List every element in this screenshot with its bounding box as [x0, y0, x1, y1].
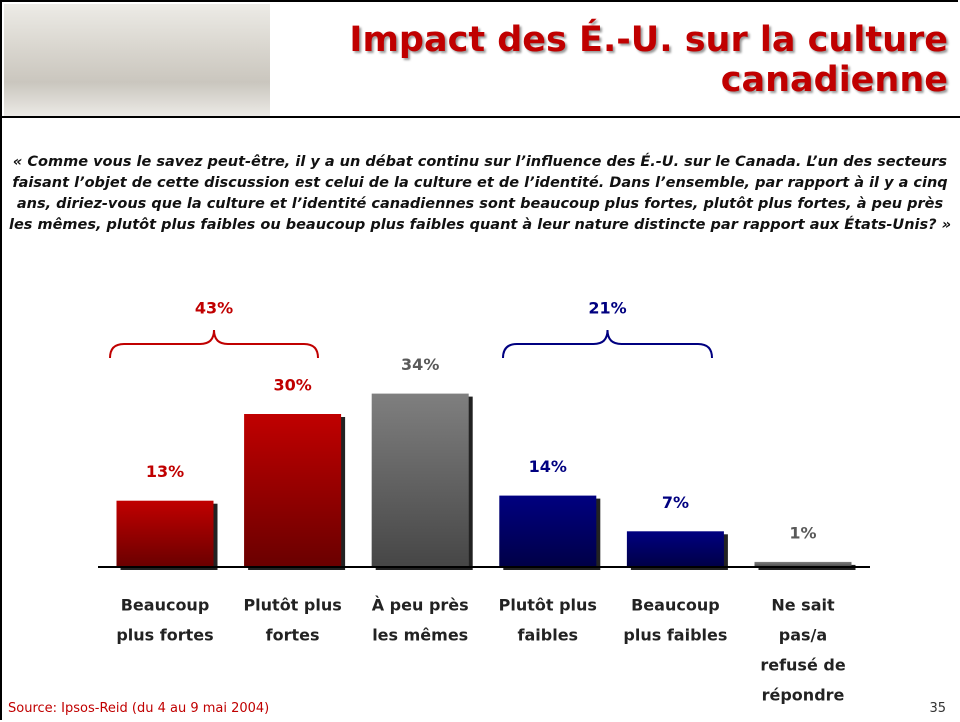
bar-shade	[244, 414, 341, 567]
bar-shade	[117, 501, 214, 567]
value-label: 14%	[529, 457, 567, 476]
category-label: refusé de	[760, 656, 845, 675]
group-label: 21%	[588, 299, 626, 318]
value-label: 13%	[146, 462, 184, 481]
bar-shade	[372, 394, 469, 567]
category-label: pas/a	[779, 626, 827, 645]
slide: {"header": {"title": "Impact des É.-U. s…	[0, 0, 960, 722]
category-label: faibles	[518, 626, 579, 645]
category-label: Beaucoup	[121, 596, 210, 615]
chart: 13% 30% 34% 14% 7% 1% Beaucoup plus fortes Plutô…	[0, 0, 960, 722]
group-brace	[503, 330, 712, 358]
category-label: Plutôt plus	[243, 596, 341, 615]
category-label: fortes	[266, 626, 320, 645]
group-brace	[110, 330, 318, 358]
bar-shade	[627, 531, 724, 567]
category-label: répondre	[762, 686, 845, 705]
value-label: 34%	[401, 355, 439, 374]
category-label: Ne sait	[771, 596, 835, 615]
category-label: plus faibles	[623, 626, 727, 645]
page-number: 35	[929, 701, 946, 716]
category-label: Plutôt plus	[499, 596, 597, 615]
source: Source: Ipsos-Reid (du 4 au 9 mai 2004)	[8, 701, 269, 716]
category-label: À peu près	[372, 596, 469, 615]
bar-shade	[499, 496, 596, 567]
category-label: les mêmes	[372, 626, 468, 645]
value-label: 30%	[273, 376, 311, 395]
group-label: 43%	[195, 299, 233, 318]
category-label: Beaucoup	[631, 596, 720, 615]
value-label: 7%	[662, 493, 689, 512]
value-label: 1%	[789, 523, 816, 542]
category-label: plus fortes	[116, 626, 213, 645]
